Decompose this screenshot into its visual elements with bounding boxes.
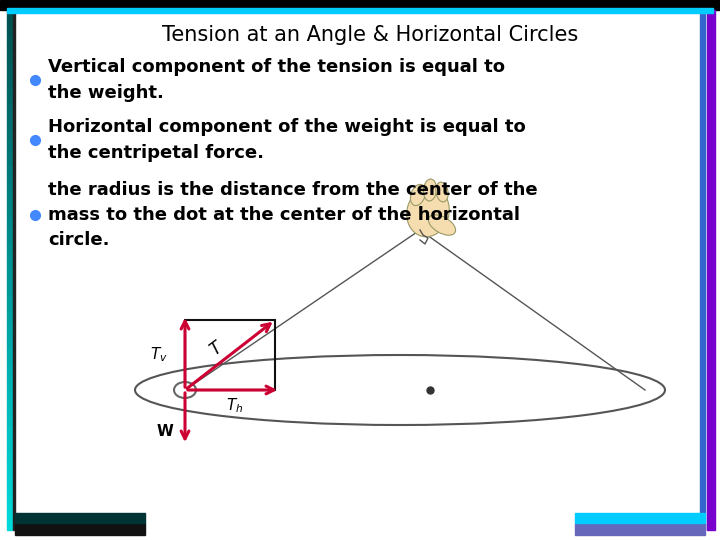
Bar xyxy=(7,253,12,261)
Bar xyxy=(7,409,12,417)
Bar xyxy=(7,8,713,13)
Text: Tension at an Angle & Horizontal Circles: Tension at an Angle & Horizontal Circles xyxy=(162,25,578,45)
Bar xyxy=(7,261,12,270)
Bar xyxy=(7,174,12,184)
Bar xyxy=(7,210,12,218)
Bar xyxy=(7,469,12,478)
Bar xyxy=(7,88,12,97)
Bar xyxy=(7,10,12,19)
Bar xyxy=(7,114,12,123)
Bar xyxy=(7,392,12,400)
Text: $T_h$: $T_h$ xyxy=(226,397,243,415)
Bar xyxy=(7,287,12,296)
Bar xyxy=(7,305,12,313)
Bar xyxy=(7,227,12,235)
Ellipse shape xyxy=(423,179,436,201)
Bar xyxy=(7,97,12,105)
Bar xyxy=(700,10,705,530)
Bar xyxy=(7,383,12,391)
Bar xyxy=(7,356,12,366)
Bar xyxy=(7,495,12,504)
Bar xyxy=(7,426,12,435)
Ellipse shape xyxy=(428,215,456,235)
Bar xyxy=(7,19,12,28)
Bar xyxy=(7,166,12,174)
Bar xyxy=(7,487,12,495)
Bar xyxy=(7,279,12,287)
Bar xyxy=(15,513,145,523)
Bar xyxy=(7,374,12,383)
Ellipse shape xyxy=(174,382,196,398)
Bar xyxy=(7,322,12,330)
Bar xyxy=(575,513,705,523)
Bar xyxy=(7,28,12,36)
Bar xyxy=(185,320,275,390)
Ellipse shape xyxy=(436,182,448,202)
Bar xyxy=(7,123,12,131)
Bar xyxy=(7,244,12,253)
Bar xyxy=(707,10,715,530)
Bar xyxy=(7,148,12,157)
Bar xyxy=(7,400,12,409)
Text: Horizontal component of the weight is equal to
the centripetal force.: Horizontal component of the weight is eq… xyxy=(48,118,526,161)
Bar xyxy=(7,235,12,244)
Text: W: W xyxy=(156,424,174,440)
Bar xyxy=(7,478,12,487)
Bar xyxy=(7,79,12,88)
Bar xyxy=(7,192,12,201)
Text: $T$: $T$ xyxy=(207,337,228,359)
Bar xyxy=(7,36,12,45)
Bar xyxy=(7,105,12,114)
Bar xyxy=(7,512,12,521)
Bar xyxy=(7,201,12,210)
Text: Vertical component of the tension is equal to
the weight.: Vertical component of the tension is equ… xyxy=(48,58,505,102)
Bar xyxy=(13,10,15,530)
Bar xyxy=(7,339,12,348)
Bar xyxy=(7,348,12,356)
Bar xyxy=(7,330,12,339)
Bar xyxy=(7,131,12,140)
Ellipse shape xyxy=(410,184,426,206)
Bar xyxy=(7,417,12,426)
Bar xyxy=(7,443,12,452)
Bar xyxy=(7,53,12,62)
Bar xyxy=(7,140,12,149)
Bar xyxy=(7,521,12,530)
Bar xyxy=(7,184,12,192)
Bar xyxy=(7,218,12,227)
Bar xyxy=(0,0,720,10)
Bar xyxy=(15,523,145,535)
Bar xyxy=(7,296,12,305)
Bar xyxy=(7,435,12,443)
Text: $T_v$: $T_v$ xyxy=(150,346,168,365)
Bar xyxy=(7,313,12,322)
Bar xyxy=(7,461,12,469)
Bar xyxy=(7,504,12,512)
Bar xyxy=(7,366,12,374)
Bar xyxy=(7,270,12,279)
Bar xyxy=(575,523,705,535)
Bar xyxy=(7,452,12,461)
Ellipse shape xyxy=(407,187,449,237)
Bar xyxy=(7,157,12,166)
Text: the radius is the distance from the center of the
mass to the dot at the center : the radius is the distance from the cent… xyxy=(48,181,538,249)
Bar xyxy=(7,71,12,79)
Bar xyxy=(7,62,12,71)
Bar xyxy=(7,45,12,53)
